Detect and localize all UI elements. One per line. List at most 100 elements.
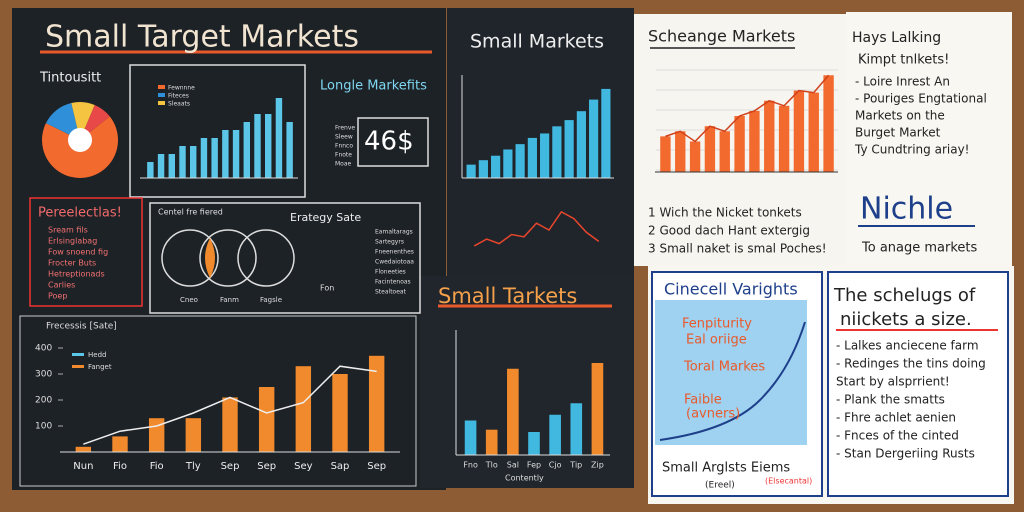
bar — [222, 397, 238, 452]
y-tick-label: 100 — [35, 422, 52, 432]
legend-entry: Sleaats — [168, 101, 190, 108]
blue-card-sub2: (Elsecantal) — [765, 477, 812, 486]
legend-swatch — [158, 93, 165, 97]
bar — [719, 131, 730, 172]
bar — [808, 92, 819, 172]
bar — [478, 160, 488, 178]
pie-hole — [68, 128, 92, 152]
x-tick-label: Sep — [367, 461, 386, 472]
bar — [368, 355, 385, 452]
venn-item: Sartegyrs — [375, 239, 404, 246]
red-box-item: Frocter Buts — [48, 259, 96, 268]
x-tick-label: Tip — [569, 461, 582, 470]
bar — [734, 116, 745, 172]
card-item: (avners) — [686, 407, 740, 422]
paper-notes-item: - Plank the smatts — [836, 393, 945, 407]
promo-item: Moae — [335, 161, 352, 168]
venn-label: Fanm — [220, 296, 239, 304]
bar — [549, 414, 561, 455]
venn-circle — [237, 229, 295, 287]
notes-item: - Pouriges Engtational — [855, 92, 987, 106]
notes-item: Ty Cundtring ariay! — [854, 143, 969, 157]
paper-item: 3 Small naket is smal Poches! — [648, 242, 827, 256]
paper-notes-item: - Redinges the tins doing — [836, 357, 986, 371]
bar — [576, 111, 586, 178]
bar — [148, 418, 165, 452]
bar — [254, 114, 261, 178]
legend-swatch — [158, 101, 165, 105]
bar — [540, 133, 550, 178]
notes-sheet — [846, 12, 1012, 267]
bar — [485, 429, 498, 455]
bottom-chart-title: Frecessis [Sate] — [46, 322, 117, 332]
card-item: Eal oriige — [686, 333, 747, 348]
bar — [258, 387, 275, 452]
notes-subtitle: Kimpt tnlkets! — [858, 53, 949, 68]
bar — [660, 136, 671, 172]
paper-notes-item: - Fhre achlet aenien — [836, 411, 956, 425]
paper-notes-title: The schelugs of — [833, 285, 976, 306]
small-tarkets-title: Small Tarkets — [438, 284, 577, 308]
notes-item: - Loire Inrest An — [855, 75, 950, 89]
promo-item: Frenve — [335, 125, 355, 132]
bar — [589, 99, 599, 178]
notes-big: Nichle — [860, 192, 953, 227]
bar — [466, 164, 476, 178]
legend-entry: Fewnnne — [168, 85, 195, 92]
x-tick-label: Sep — [257, 461, 276, 472]
notes-item: Burget Market — [855, 126, 941, 140]
notes-caption: To anage markets — [861, 241, 978, 256]
bar — [503, 149, 513, 178]
card-curve — [659, 321, 806, 441]
bar — [749, 110, 760, 172]
bar — [200, 138, 208, 178]
y-tick-label: 300 — [35, 370, 52, 380]
bar — [570, 403, 583, 455]
x-tick-label: Sep — [221, 461, 240, 472]
promo-item: Fnnco — [335, 143, 353, 150]
pie-slice — [71, 101, 95, 140]
x-tick-label: Fio — [150, 461, 164, 472]
paper-item: 1 Wich the Nicket tonkets — [648, 206, 802, 220]
panel-frame — [29, 197, 143, 307]
venn-item: Eamaltarags — [375, 229, 413, 236]
main-title: Small Target Markets — [45, 20, 359, 55]
venn-circle — [199, 229, 257, 287]
venn-label: Fagsle — [260, 296, 282, 304]
x-tick-label: Sap — [331, 461, 350, 472]
promo-item: Sleew — [335, 134, 353, 141]
venn-label: Cneo — [180, 296, 198, 304]
paper-item: 2 Good dach Hant extergig — [648, 224, 810, 238]
bar — [222, 130, 229, 178]
line — [473, 210, 600, 247]
bar — [515, 144, 525, 178]
x-tick-label: Sey — [294, 461, 313, 472]
venn-item: Floneeties — [375, 269, 406, 276]
x-tick-label: Nun — [73, 461, 93, 472]
pie-slice — [45, 103, 80, 140]
promo-value: 46$ — [364, 127, 414, 157]
x-tick-label: Tly — [185, 461, 201, 472]
venn-item: Stealtoeat — [375, 289, 407, 296]
middle-title: Small Markets — [470, 31, 604, 53]
red-box-item: Fow snoend fig — [48, 248, 108, 257]
venn-tag: Fon — [320, 284, 334, 293]
bar — [112, 436, 128, 452]
legend-swatch — [72, 365, 84, 368]
notes-title: Hays Lalking — [852, 30, 941, 46]
x-tick-label: Zip — [591, 461, 604, 470]
bar — [764, 100, 775, 172]
pie-label: Tintousitt — [39, 71, 101, 86]
promo-item: Fnote — [335, 152, 352, 159]
bar — [232, 130, 240, 178]
red-box-item: Hetreptionads — [48, 270, 105, 279]
paper-notes-item: Start by alsprrient! — [836, 375, 950, 389]
x-tick-label: Cjo — [549, 461, 562, 470]
bar — [464, 420, 477, 455]
blue-card-sub: (Ereel) — [705, 481, 735, 491]
red-box-item: Sream fils — [48, 226, 88, 235]
x-tick-label: Tlo — [485, 461, 498, 470]
venn-item: Fneenenthes — [375, 249, 414, 256]
bar — [179, 146, 186, 178]
